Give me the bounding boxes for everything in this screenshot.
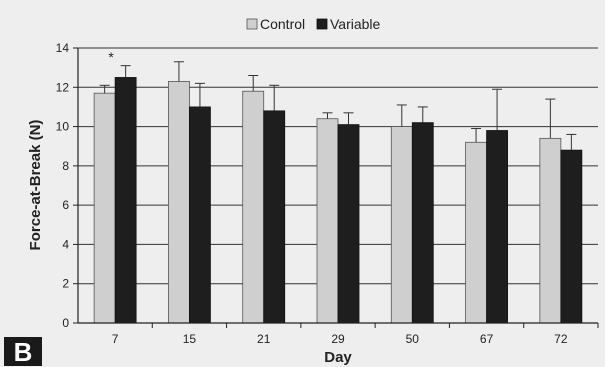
legend-label-variable: Variable xyxy=(330,16,381,32)
bar-control xyxy=(168,80,190,324)
y-tick-label: 2 xyxy=(62,277,69,291)
x-tick-label: 21 xyxy=(257,332,271,346)
error-bars xyxy=(99,61,577,151)
significance-marker: * xyxy=(108,49,114,65)
y-tick-label: 0 xyxy=(62,316,69,330)
y-tick-label: 4 xyxy=(62,237,69,251)
bars xyxy=(93,77,583,324)
legend: Control Variable xyxy=(246,16,381,32)
y-tick-label: 10 xyxy=(56,120,70,134)
y-tick-label: 6 xyxy=(62,198,69,212)
x-tick-label: 7 xyxy=(112,332,119,346)
bar-control xyxy=(93,92,116,324)
bar-control xyxy=(465,141,487,324)
x-tick-label: 67 xyxy=(480,332,494,346)
bar-variable xyxy=(114,77,137,324)
x-tick-label: 29 xyxy=(331,332,345,346)
x-tick-label: 72 xyxy=(554,332,568,346)
y-tick-label: 12 xyxy=(56,80,70,94)
tick-labels: 0 2 4 6 8 10 12 14 7 15 21 29 50 67 72 xyxy=(56,41,568,346)
x-axis-label: Day xyxy=(324,349,352,366)
legend-swatch-variable xyxy=(316,18,328,30)
legend-swatch-control xyxy=(246,18,258,30)
bar-variable xyxy=(560,149,583,324)
y-tick-label: 14 xyxy=(56,41,70,55)
x-tick-label: 50 xyxy=(406,332,420,346)
bar-control xyxy=(390,126,413,324)
annotations: * xyxy=(108,49,114,65)
axes xyxy=(73,47,599,328)
x-tick-label: 15 xyxy=(183,332,197,346)
bar-variable xyxy=(411,122,434,324)
bar-control xyxy=(539,137,562,324)
panel-label: B xyxy=(4,337,42,367)
bar-variable xyxy=(263,110,286,324)
legend-label-control: Control xyxy=(260,16,305,32)
bar-variable xyxy=(486,130,508,324)
bar-variable xyxy=(337,124,360,324)
bar-control xyxy=(242,90,265,324)
y-axis-label: Force-at-Break (N) xyxy=(27,120,44,251)
bar-variable xyxy=(189,106,211,324)
y-tick-label: 8 xyxy=(62,159,69,173)
bar-control xyxy=(316,118,339,324)
